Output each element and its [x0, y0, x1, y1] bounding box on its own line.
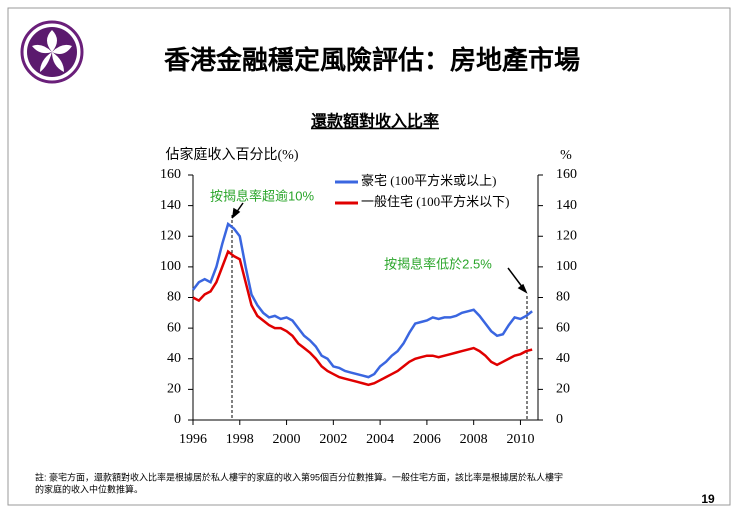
y2-tick-label: 80 [556, 290, 570, 305]
y2-tick-label: 20 [556, 382, 570, 397]
legend-label: 一般住宅 (100平方米以下) [361, 194, 509, 209]
x-tick-label: 2006 [413, 432, 441, 447]
y2-tick-label: 100 [556, 259, 577, 274]
slide-title: 香港金融穩定風險評估：房地產市場 [164, 45, 580, 75]
y2-tick-label: 60 [556, 320, 570, 335]
y-tick-label: 60 [167, 320, 181, 335]
x-tick-label: 2002 [319, 432, 347, 447]
chart-title: 還款額對收入比率 [311, 112, 439, 131]
y2-axis-label: % [560, 148, 572, 163]
y2-tick-label: 140 [556, 198, 577, 213]
y2-tick-label: 120 [556, 228, 577, 243]
arrows [232, 202, 528, 294]
footnote: 的家庭的收入中位數推算。 [35, 483, 143, 494]
x-tick-label: 2000 [273, 432, 301, 447]
legend-label: 豪宅 (100平方米或以上) [361, 173, 496, 188]
y-tick-label: 160 [160, 167, 181, 182]
x-tick-label: 1996 [179, 432, 207, 447]
y2-tick-label: 0 [556, 412, 563, 427]
y-tick-label: 140 [160, 198, 181, 213]
x-tick-label: 1998 [226, 432, 254, 447]
y-tick-label: 40 [167, 351, 181, 366]
annotation: 按揭息率低於2.5% [384, 256, 492, 271]
footnote: 註: 豪宅方面，還款額對收入比率是根據居於私人樓宇的家庭的收入第95個百分位數推… [35, 471, 563, 482]
y-axis-label: 佔家庭收入百分比(%) [166, 146, 299, 163]
series-line [192, 221, 533, 379]
x-tick-label: 2008 [460, 432, 488, 447]
logo [20, 20, 84, 84]
y2-tick-label: 160 [556, 167, 577, 182]
x-tick-label: 2010 [506, 432, 534, 447]
series-line [192, 249, 533, 387]
page-number: 19 [701, 492, 715, 506]
x-tick-label: 2004 [366, 432, 394, 447]
y-tick-label: 20 [167, 382, 181, 397]
slide-frame [7, 7, 731, 506]
y-tick-label: 120 [160, 228, 181, 243]
annotation: 按揭息率超逾10% [210, 188, 314, 203]
y-tick-label: 0 [174, 412, 181, 427]
y-tick-label: 80 [167, 290, 181, 305]
y-tick-label: 100 [160, 259, 181, 274]
y2-tick-label: 40 [556, 351, 570, 366]
